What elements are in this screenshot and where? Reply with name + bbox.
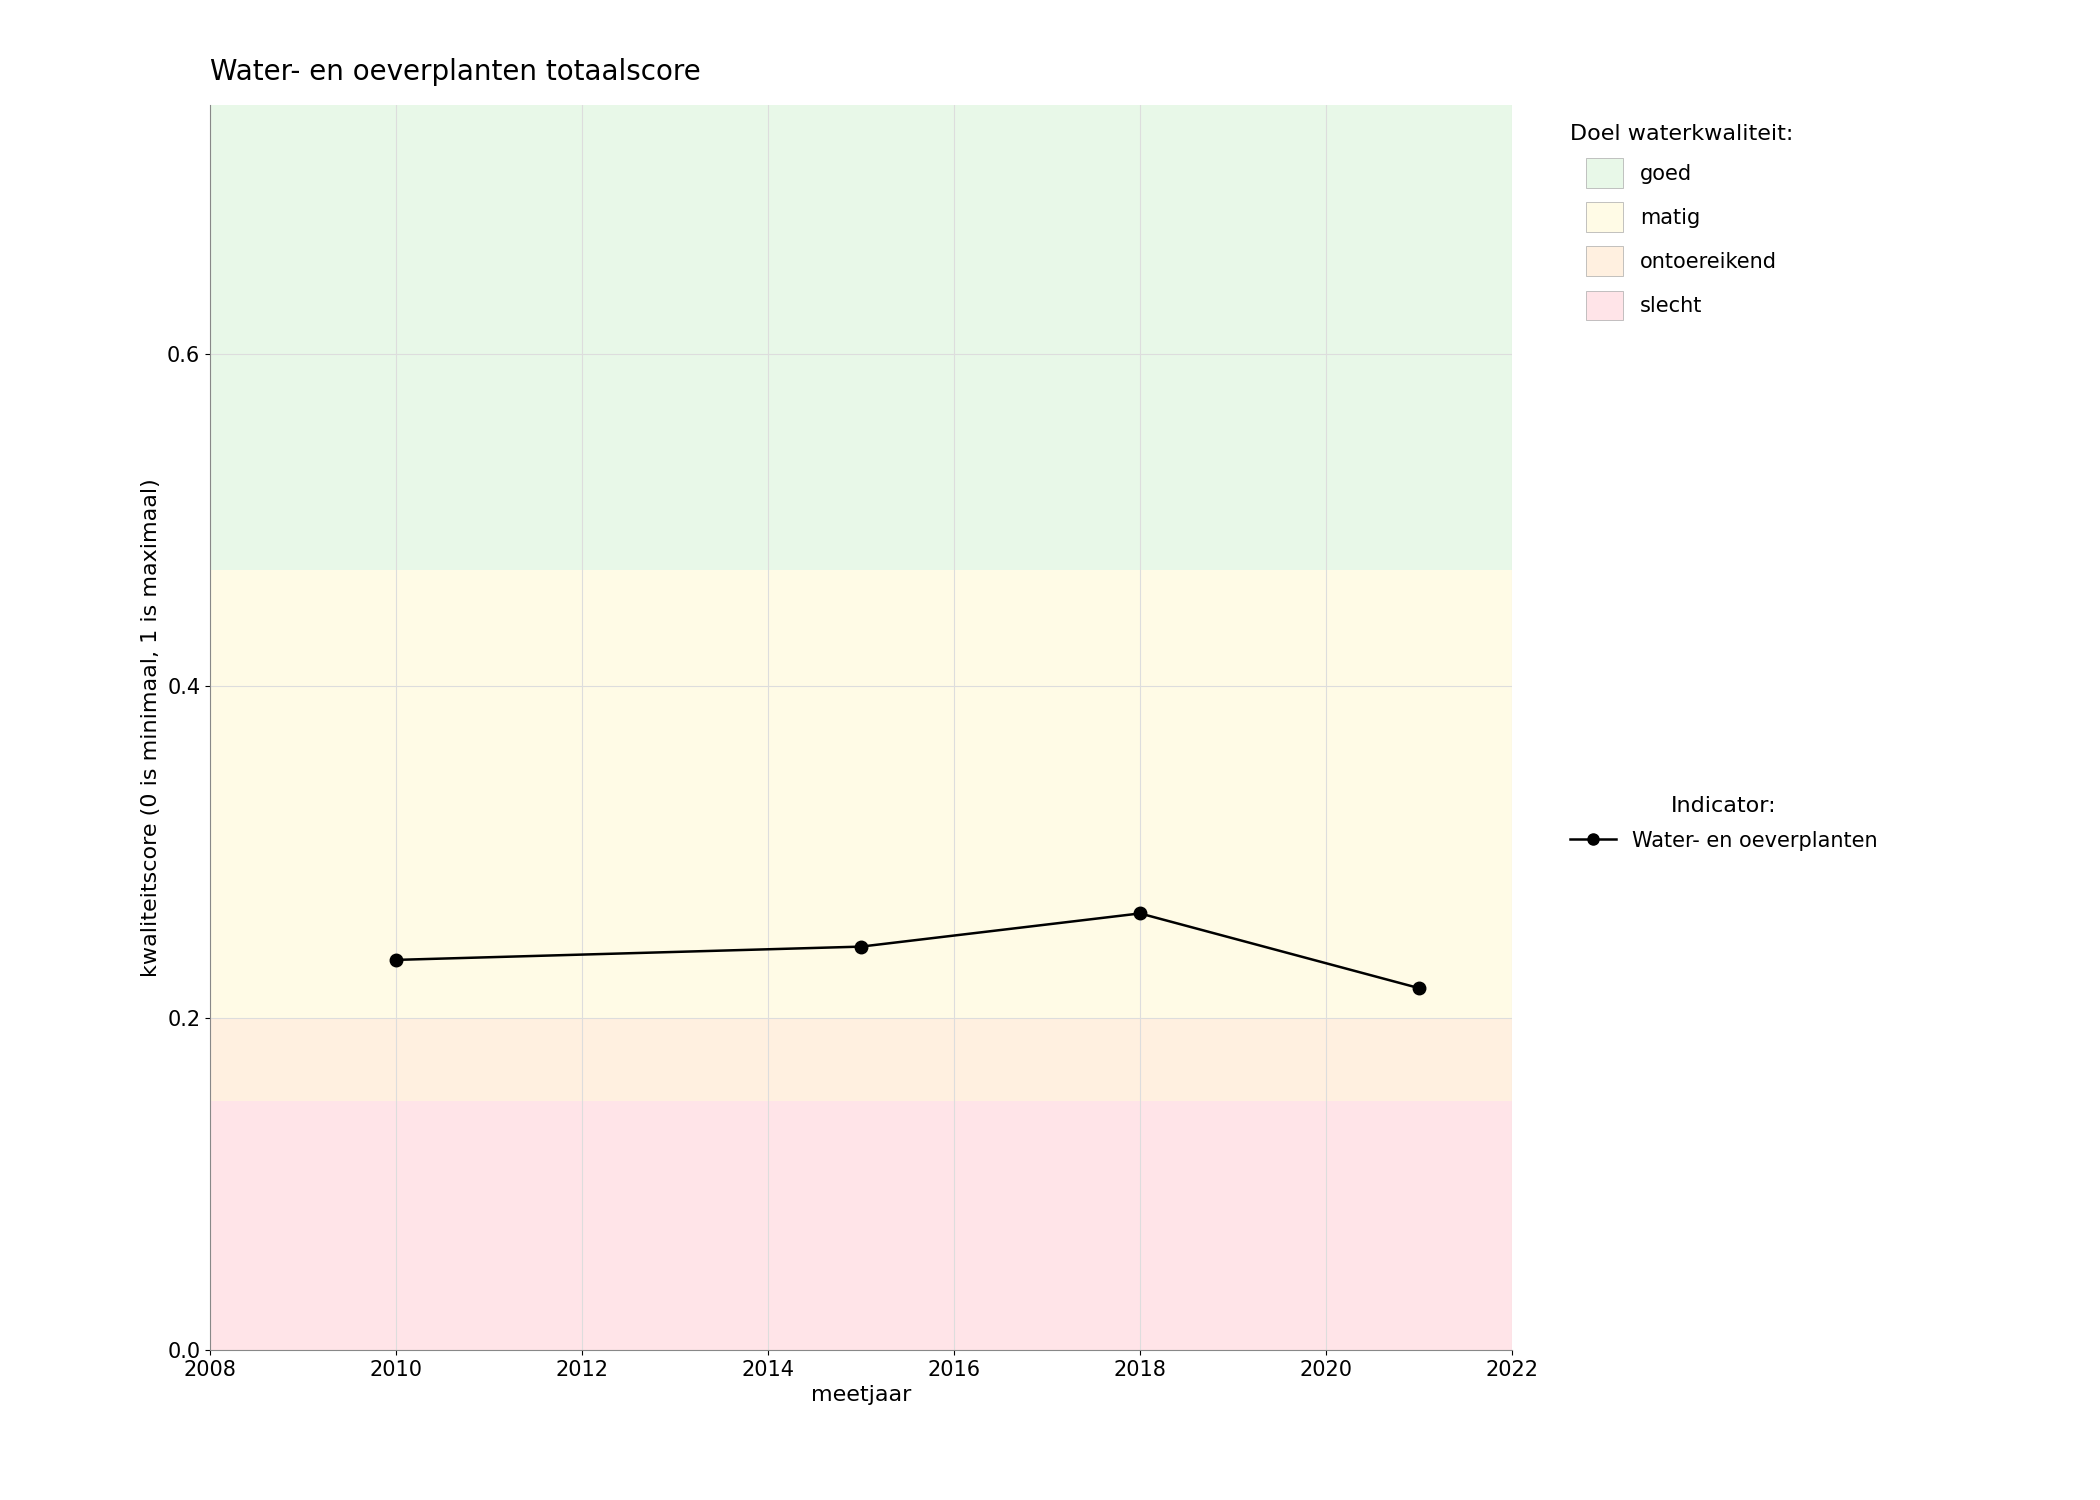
Text: Water- en oeverplanten totaalscore: Water- en oeverplanten totaalscore — [210, 58, 701, 86]
Bar — [210, 105, 1512, 570]
Legend: Water- en oeverplanten: Water- en oeverplanten — [1562, 788, 1886, 859]
Bar — [210, 1101, 1512, 1350]
Bar — [210, 1019, 1512, 1101]
Y-axis label: kwaliteitscore (0 is minimaal, 1 is maximaal): kwaliteitscore (0 is minimaal, 1 is maxi… — [141, 478, 162, 976]
X-axis label: meetjaar: meetjaar — [811, 1386, 911, 1406]
Bar — [210, 570, 1512, 1018]
